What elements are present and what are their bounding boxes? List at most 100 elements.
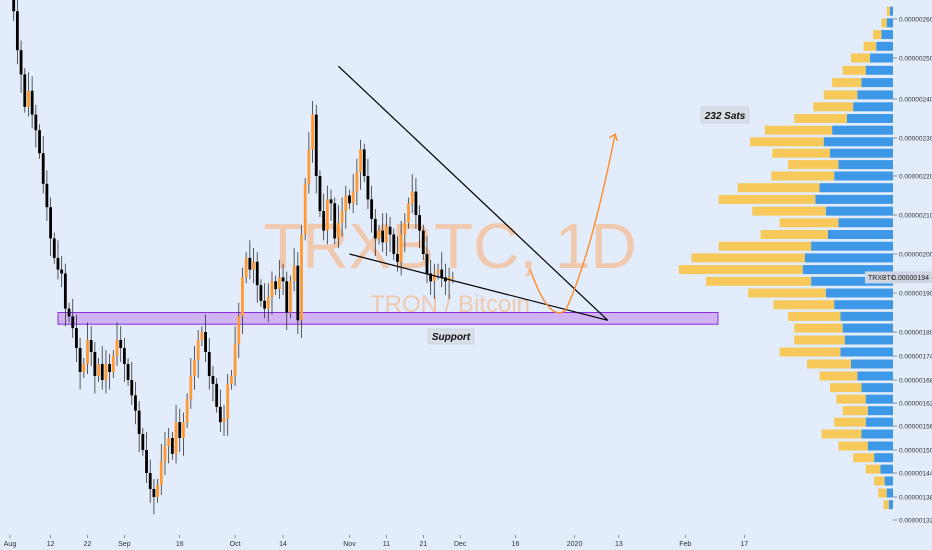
volume-profile-bar-down — [811, 241, 893, 251]
wedge-lower-trendline[interactable] — [349, 253, 608, 321]
candle-body — [255, 261, 259, 286]
volume-profile-bar-down — [830, 148, 893, 158]
candle-body — [289, 281, 292, 313]
candle-body — [241, 277, 244, 317]
candle-body — [407, 203, 410, 223]
volume-profile-bar-up — [874, 476, 885, 486]
candle-body — [34, 114, 38, 131]
time-tick-label: Feb — [679, 541, 691, 548]
volume-profile-bar-down — [865, 394, 893, 404]
volume-profile-bar-down — [802, 265, 893, 275]
candle-body — [296, 265, 300, 321]
volume-profile-bar-down — [811, 276, 893, 286]
candle-body — [56, 257, 60, 270]
volume-profile-bar-up — [830, 383, 862, 393]
candle-body — [285, 281, 289, 313]
candle-body — [185, 399, 189, 423]
candle-body — [23, 74, 27, 107]
target-label: 232 Sats — [704, 111, 746, 122]
candle-body — [244, 257, 248, 278]
candle-body — [381, 230, 385, 243]
volume-profile-bar-up — [794, 323, 843, 333]
support-zone[interactable] — [57, 312, 719, 325]
candle-body — [388, 226, 392, 235]
volume-profile-bar-down — [881, 30, 893, 40]
candle-body — [329, 199, 333, 204]
volume-profile-bar-down — [861, 78, 893, 88]
time-axis[interactable]: Aug 12 22 Sep 16 Oct 14 Nov 11 21 Dec 16 2020 13 Feb 17 — [4, 535, 749, 548]
volume-profile-bar-down — [819, 183, 893, 193]
volume-profile-bar-down — [851, 359, 893, 369]
volume-profile-bar-up — [873, 30, 882, 40]
candle-body — [266, 296, 270, 309]
time-tick-label: 13 — [615, 541, 623, 548]
time-tick-label: 14 — [279, 541, 287, 548]
candle-body — [75, 328, 78, 348]
candle-body — [93, 352, 97, 376]
volume-profile-bar-up — [794, 114, 847, 123]
price-tick-label: 0.00000250 — [899, 56, 932, 63]
volume-profile-bar-down — [889, 6, 893, 16]
candle-body — [377, 230, 381, 239]
volume-profile-bar-up — [853, 453, 875, 463]
volume-profile-bar-down — [853, 102, 893, 112]
candle-body — [134, 395, 137, 411]
candle-body — [193, 360, 196, 376]
candle-body — [322, 211, 326, 231]
price-tag-symbol: TRXBTC — [868, 275, 896, 282]
price-tick-label: 0.00000174 — [899, 354, 932, 361]
volume-profile-bar-up — [788, 311, 841, 321]
price-tick-label: 0.00000132 — [899, 518, 932, 525]
time-tick-label: Dec — [454, 541, 467, 548]
projection-curve[interactable] — [529, 133, 616, 314]
volume-profile-bar-up — [878, 488, 887, 498]
candle-body — [196, 340, 200, 360]
volume-profile-bar-up — [764, 125, 833, 135]
candle-body — [425, 254, 429, 274]
candle-body — [270, 281, 274, 297]
volume-profile-bar-down — [838, 160, 893, 170]
price-tick-label: 0.00000200 — [899, 252, 932, 259]
volume-profile-bar-down — [840, 347, 893, 357]
volume-profile-bar-up — [691, 253, 805, 263]
price-tick-label: 0.00000260 — [899, 17, 932, 24]
candle-body — [451, 277, 455, 279]
volume-profile-bar-up — [748, 288, 826, 298]
candle-body — [30, 90, 34, 115]
candle-body — [414, 191, 418, 215]
volume-profile-bar-down — [834, 300, 893, 310]
price-axis[interactable]: 0.00000260 0.00000250 0.00000240 0.00000230… — [893, 17, 932, 525]
candle-body — [182, 422, 185, 438]
volume-profile-bar-up — [771, 171, 835, 181]
last-price-tag: TRXBTC 0.00000194 — [865, 271, 932, 284]
volume-profile-bar-up — [832, 78, 862, 88]
time-tick-label: 12 — [47, 541, 55, 548]
candle-body — [359, 149, 362, 173]
candle-body — [156, 485, 159, 497]
candle-body — [204, 332, 207, 352]
candle-body — [366, 176, 370, 200]
volume-profile-bar-down — [846, 114, 893, 123]
candle-body — [63, 273, 67, 309]
candlesticks — [12, 0, 455, 515]
volume-profile — [678, 6, 893, 510]
time-tick-label: Aug — [4, 541, 17, 548]
candle-body — [252, 261, 255, 270]
price-tag-value: 0.00000194 — [892, 275, 929, 282]
candle-body — [12, 0, 16, 12]
volume-profile-bar-up — [788, 160, 839, 170]
volume-profile-bar-down — [867, 406, 893, 416]
candle-body — [418, 215, 421, 231]
candle-body — [27, 90, 30, 107]
candle-body — [130, 380, 134, 396]
candle-body — [111, 356, 115, 372]
wedge-upper-trendline[interactable] — [337, 65, 609, 321]
candle-body — [52, 238, 56, 258]
candle-body — [384, 226, 388, 243]
candle-body — [348, 195, 351, 204]
candle-body — [41, 153, 45, 184]
volume-profile-bar-up — [718, 241, 812, 251]
time-tick-label: Oct — [230, 541, 241, 548]
